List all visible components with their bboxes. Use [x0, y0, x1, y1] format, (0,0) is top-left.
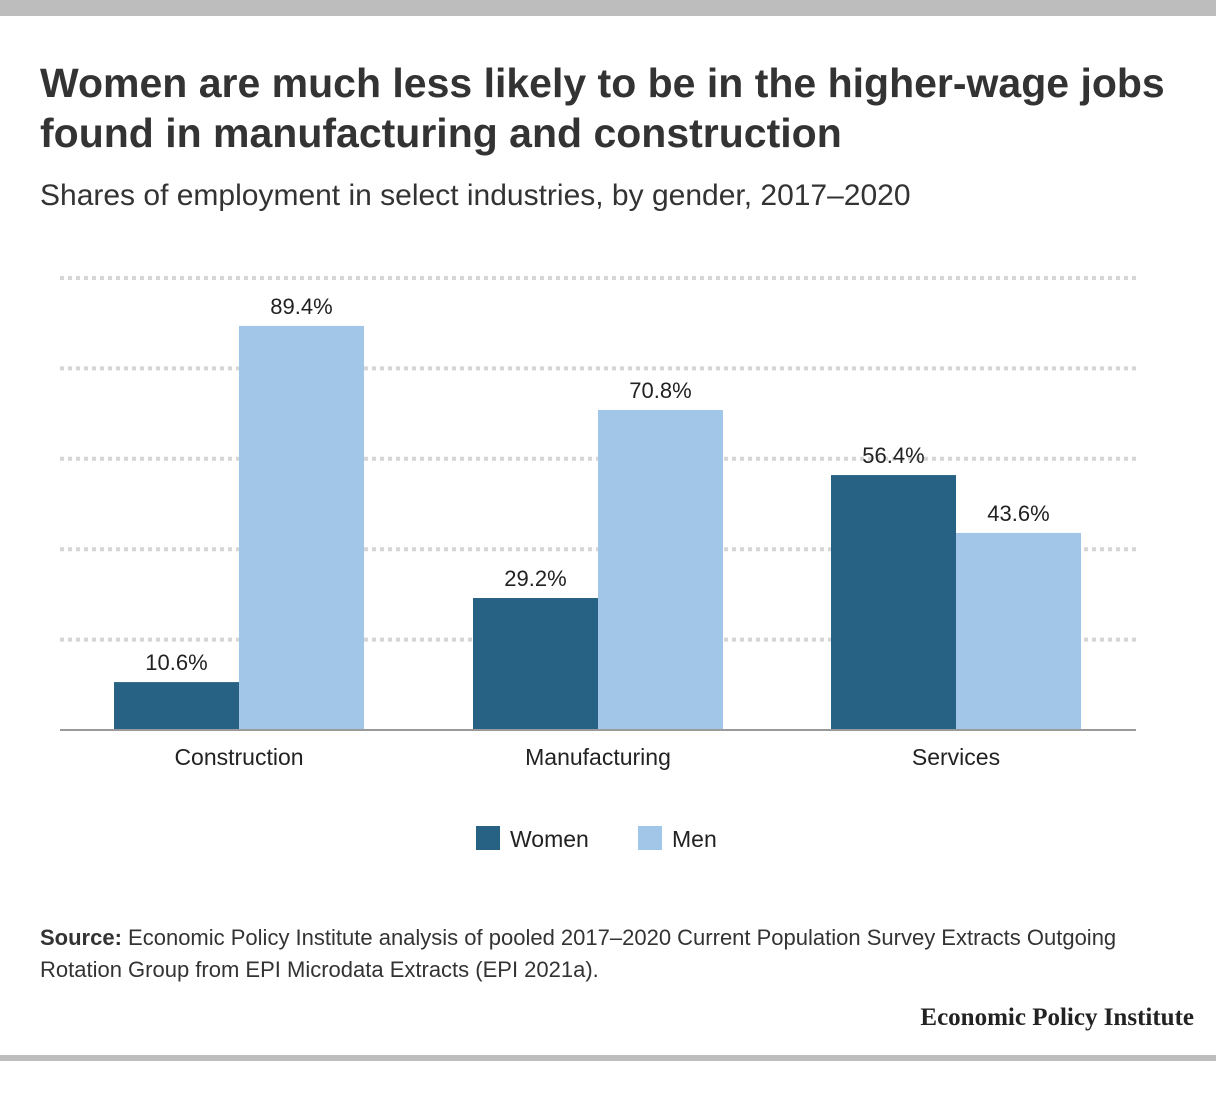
- legend-label-men: Men: [672, 826, 717, 852]
- bar-women-services: [831, 475, 956, 730]
- bar-men-services: [956, 532, 1081, 730]
- source-label: Source:: [40, 925, 122, 950]
- bottom-rule: [0, 1055, 1216, 1061]
- data-label: 56.4%: [862, 443, 924, 468]
- bar-men-manufacturing: [598, 409, 723, 730]
- data-label: 43.6%: [987, 501, 1049, 526]
- legend-swatch-women: [476, 826, 500, 850]
- source-text: Economic Policy Institute analysis of po…: [40, 925, 1117, 982]
- legend-label-women: Women: [510, 826, 589, 852]
- brand-logo: Economic Policy Institute: [920, 1004, 1194, 1031]
- x-tick-label: Manufacturing: [525, 744, 671, 770]
- chart-subtitle: Shares of employment in select industrie…: [40, 179, 911, 212]
- data-label: 70.8%: [629, 378, 691, 403]
- x-tick-label: Services: [912, 744, 1000, 770]
- source-note: Source: Economic Policy Institute analys…: [40, 922, 1180, 986]
- data-label: 29.2%: [504, 566, 566, 591]
- data-label: 89.4%: [270, 294, 332, 319]
- x-tick-label: Construction: [174, 744, 303, 770]
- bar-men-construction: [239, 325, 364, 730]
- data-label: 10.6%: [145, 650, 207, 675]
- chart-title: Women are much less likely to be in the …: [40, 60, 1165, 156]
- bar-chart: 10.6% 89.4% Construction 29.2% 70.8% Manufact…: [60, 276, 1136, 852]
- legend-swatch-men: [638, 826, 662, 850]
- top-rule: [0, 0, 1216, 16]
- bar-women-manufacturing: [473, 598, 598, 730]
- bar-women-construction: [114, 682, 239, 730]
